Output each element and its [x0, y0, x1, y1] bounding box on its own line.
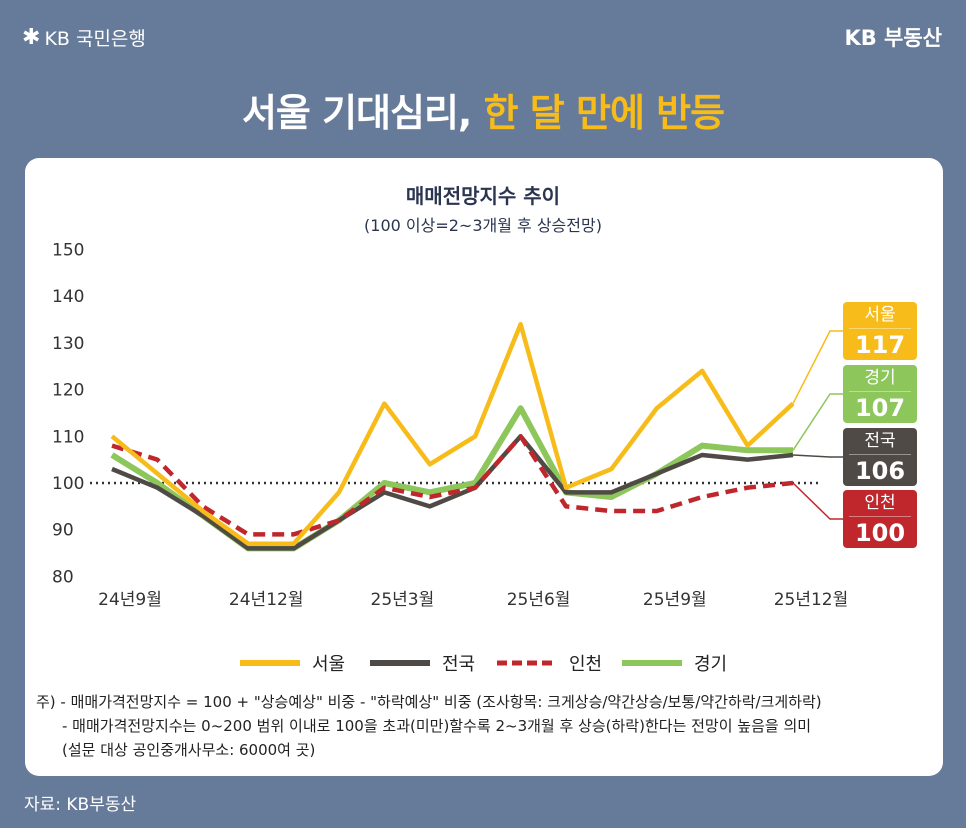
kb-realestate-logo: KB 부동산 [844, 26, 942, 50]
y-tick-label: 150 [52, 240, 84, 260]
note-1: 주) - 매매가격전망지수 = 100 + "상승예상" 비중 - "하락예상"… [36, 693, 822, 711]
chart-title: 매매전망지수 추이 [405, 184, 561, 208]
legend-label: 전국 [442, 654, 476, 675]
chart-subtitle: (100 이상=2~3개월 후 상승전망) [364, 216, 602, 235]
x-tick-label: 25년12월 [774, 590, 849, 610]
legend-swatch [622, 660, 682, 666]
x-tick-label: 25년6월 [507, 590, 571, 610]
y-tick-label: 80 [52, 567, 74, 587]
end-label-seoul: 서울 117 [843, 302, 917, 360]
legend-item-seoul: 서울 [240, 650, 345, 676]
legend-item-national: 전국 [370, 650, 475, 676]
headline-main: 서울 기대심리, [241, 91, 472, 135]
end-label-name: 경기 [849, 365, 911, 392]
headline-highlight: 한 달 만에 반등 [483, 91, 725, 135]
source: 자료: KB부동산 [24, 795, 137, 815]
connector-seoul [792, 330, 843, 404]
end-label-name: 서울 [849, 302, 911, 329]
end-label-name: 인천 [849, 490, 911, 517]
legend-swatch [370, 660, 430, 666]
connector-incheon [792, 482, 843, 520]
series-line-seoul [110, 321, 795, 546]
y-tick-label: 140 [52, 287, 84, 307]
end-label-value: 107 [854, 394, 906, 422]
x-tick-label: 24년12월 [229, 590, 304, 610]
footnotes: 주) - 매매가격전망지수 = 100 + "상승예상" 비중 - "하락예상"… [36, 690, 822, 762]
end-label-incheon: 인천 100 [843, 490, 917, 548]
end-label-value: 106 [854, 457, 906, 485]
connector-gyeonggi [792, 393, 843, 451]
x-tick-label: 25년9월 [643, 590, 707, 610]
y-tick-label: 90 [52, 521, 74, 541]
legend-label: 경기 [694, 654, 728, 675]
end-label-value: 100 [854, 519, 906, 547]
x-tick-label: 24년9월 [98, 590, 162, 610]
kb-star-icon: ✱ [22, 25, 41, 50]
end-label-name: 전국 [849, 428, 911, 455]
legend-label: 서울 [312, 654, 346, 675]
legend-swatch [497, 660, 557, 666]
y-tick-label: 110 [52, 427, 84, 447]
end-label-gyeonggi: 경기 107 [843, 365, 917, 423]
legend-swatch [240, 660, 300, 666]
note-2: - 매매가격전망지수는 0~200 범위 이내로 100을 초과(미만)할수록 … [62, 717, 812, 735]
y-tick-label: 130 [52, 334, 84, 354]
series-line-national [111, 434, 794, 551]
legend-label: 인천 [569, 654, 603, 675]
bank-name: KB 국민은행 [44, 28, 146, 50]
legend-item-gyeonggi: 경기 [622, 650, 727, 676]
series-line-incheon [111, 434, 794, 537]
end-label-value: 117 [854, 331, 906, 359]
headline: 서울 기대심리, 한 달 만에 반등 [0, 82, 966, 137]
legend-item-incheon: 인천 [497, 650, 602, 676]
kb-bank-logo: ✱ KB 국민은행 [22, 24, 146, 51]
note-3: (설문 대상 공인중개사무소: 6000여 곳) [62, 741, 316, 759]
end-label-national: 전국 106 [843, 428, 917, 486]
x-tick-label: 25년3월 [371, 590, 435, 610]
y-tick-label: 120 [52, 381, 84, 401]
y-tick-label: 100 [52, 474, 84, 494]
series-line-gyeonggi [110, 405, 793, 552]
connector-national [792, 454, 843, 458]
